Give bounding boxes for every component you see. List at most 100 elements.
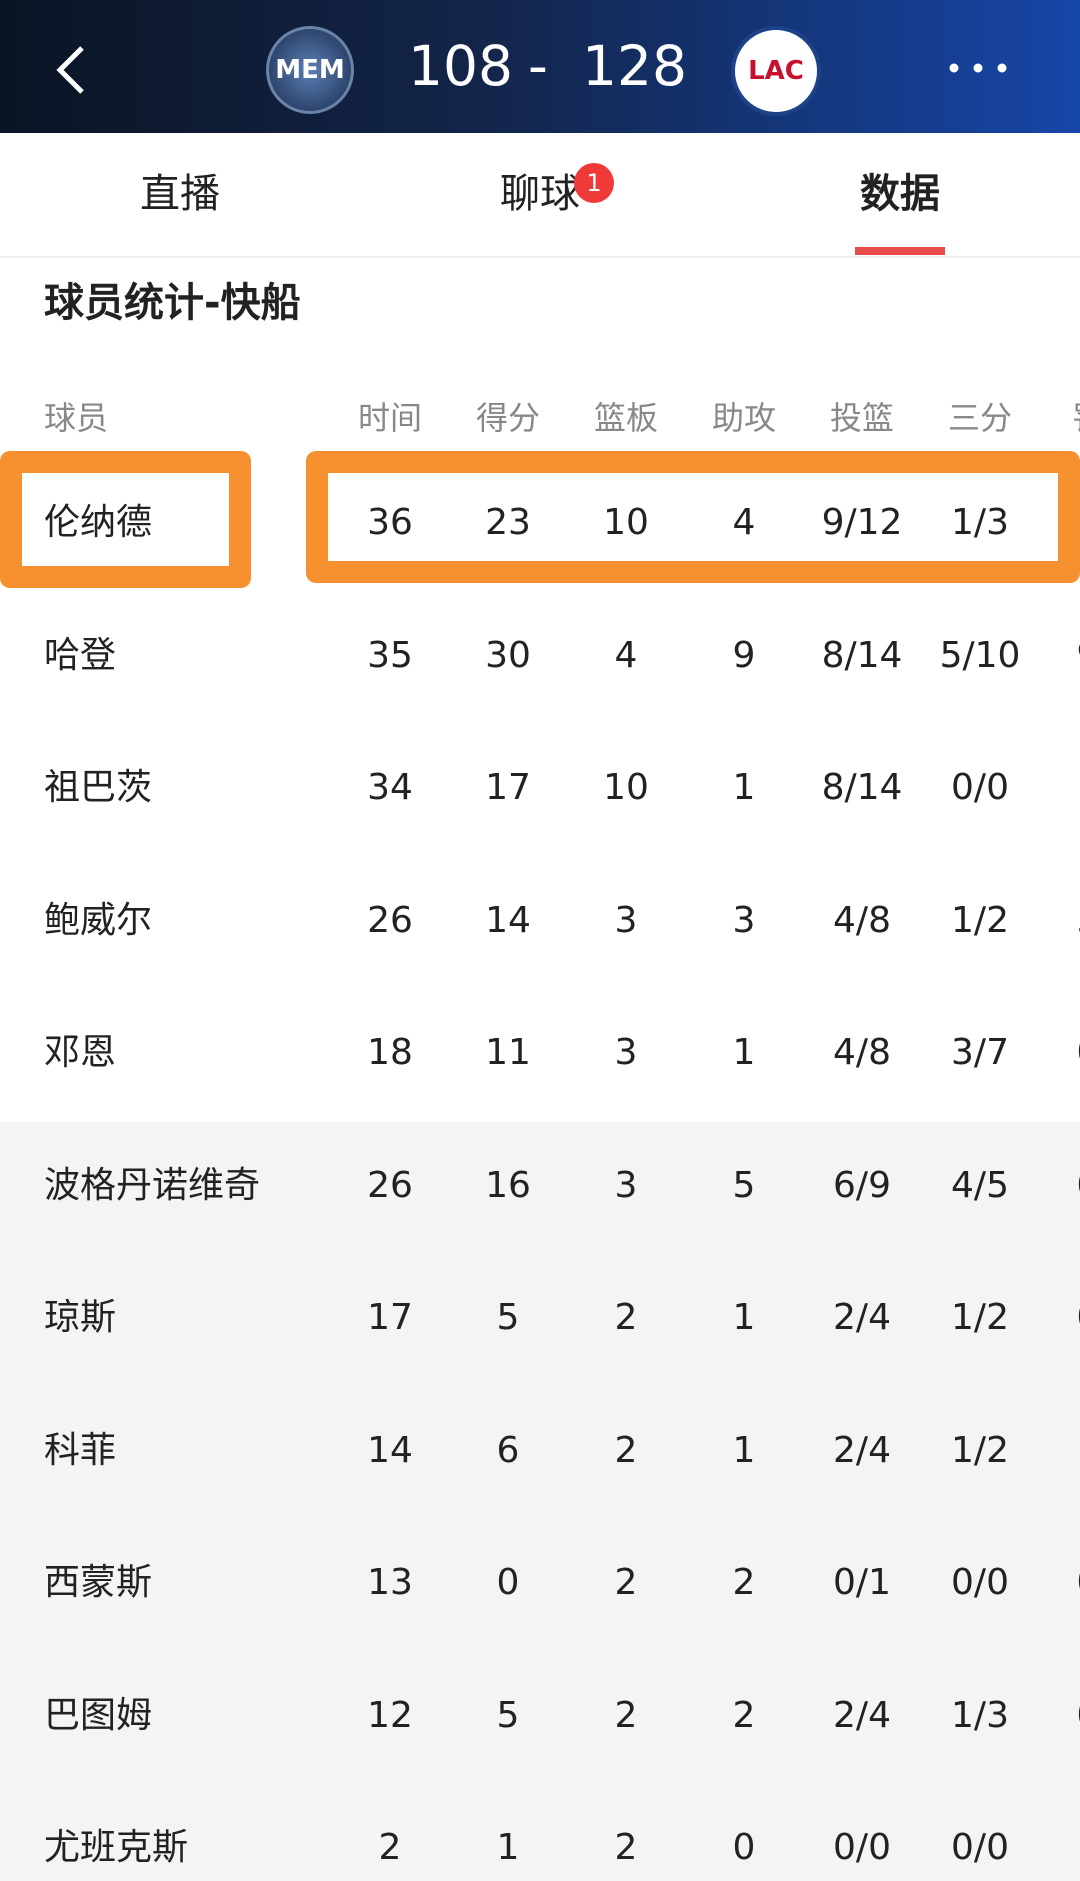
stat-cell: 2/4	[833, 1297, 891, 1338]
stat-cell: 0/0	[951, 1827, 1009, 1868]
stat-cell: 9/12	[821, 502, 903, 543]
home-logo[interactable]: MEM	[266, 26, 354, 114]
tab-bar: 直播 聊球 1 数据	[0, 133, 1080, 258]
stat-cell: 4/5	[951, 1164, 1009, 1206]
stat-cell: 10	[603, 502, 649, 543]
stat-cell: 1/3	[951, 1694, 1009, 1736]
stat-cell: 3	[614, 1032, 638, 1073]
stat-cell: 0	[1028, 1558, 1080, 1608]
home-score: 108	[408, 34, 513, 98]
stat-cell: 2	[614, 1694, 638, 1736]
player-name: 祖巴茨	[44, 767, 153, 808]
player-name: 琼斯	[44, 1297, 117, 1338]
stat-cell: 8/14	[821, 767, 903, 808]
tab[interactable]: 数据	[860, 171, 940, 217]
stat-cell: 12	[367, 1694, 413, 1736]
column-header: 球员	[44, 399, 109, 437]
stat-cell: 2	[614, 1297, 638, 1338]
stat-cell: 10	[603, 767, 649, 808]
stat-cell: 8/14	[821, 634, 903, 676]
stat-cell: 18	[367, 1032, 413, 1073]
player-name: 西蒙斯	[44, 1562, 153, 1603]
player-name: 科菲	[44, 1429, 117, 1471]
stat-cell: 4	[614, 634, 638, 676]
stat-cell: 3	[614, 1164, 638, 1206]
stat-cell: 1	[1028, 1823, 1080, 1873]
stat-cell: 1	[732, 1032, 756, 1073]
away-logo[interactable]: LAC	[731, 26, 821, 116]
stat-cell: 2	[378, 1827, 402, 1868]
stat-cell: 0/0	[951, 767, 1009, 808]
stat-cell: 2/4	[833, 1694, 891, 1736]
stat-cell: 1/2	[951, 1297, 1009, 1338]
column-header: 罚	[1028, 393, 1080, 443]
stat-cell: 5	[1028, 896, 1080, 946]
bench-background	[0, 1122, 1080, 1881]
stat-cell: 2/4	[833, 1429, 891, 1471]
stat-cell: 5	[732, 1164, 756, 1206]
stat-cell: 3	[732, 899, 756, 941]
stat-cell: 6	[496, 1429, 520, 1471]
highlight-box	[306, 451, 1080, 583]
stat-cell: 5/10	[939, 634, 1021, 676]
player-name: 伦纳德	[44, 502, 153, 543]
player-name: 鲍威尔	[44, 899, 153, 941]
stat-cell: 14	[367, 1429, 413, 1471]
player-name: 巴图姆	[44, 1694, 153, 1736]
stat-cell: 0	[1028, 1161, 1080, 1211]
stat-cell: 1	[732, 767, 756, 808]
stat-cell: 1	[1028, 1426, 1080, 1476]
tab[interactable]: 聊球	[500, 171, 580, 217]
stat-cell: 16	[485, 1164, 531, 1206]
back-button[interactable]	[52, 44, 88, 96]
stat-cell: 11	[485, 1032, 531, 1073]
stat-cell: 0	[1028, 1293, 1080, 1343]
stat-cell: 1/2	[951, 1429, 1009, 1471]
stat-cell: 34	[367, 767, 413, 808]
column-header: 时间	[357, 399, 422, 437]
stat-cell: 13	[367, 1562, 413, 1603]
stat-cell: 9	[732, 634, 756, 676]
header: MEM 108 - 128 LAC	[0, 0, 1080, 133]
player-name: 波格丹诺维奇	[44, 1164, 261, 1206]
stat-cell: 35	[367, 634, 413, 676]
stat-cell: 1	[496, 1827, 520, 1868]
highlight-box	[0, 451, 251, 588]
stat-cell: 23	[485, 502, 531, 543]
stat-cell: 0	[1028, 1028, 1080, 1078]
away-score: 128	[582, 34, 687, 98]
stat-cell: 3	[614, 899, 638, 941]
tab[interactable]: 直播	[140, 171, 220, 217]
stat-cell: 1/2	[951, 899, 1009, 941]
stat-cell: 2	[732, 1694, 756, 1736]
stat-cell: 4	[732, 502, 756, 543]
stat-cell: 1	[1028, 763, 1080, 813]
stat-cell: 3/7	[951, 1032, 1009, 1073]
column-header: 投篮	[829, 399, 894, 437]
stat-cell: 5	[496, 1297, 520, 1338]
score-separator: -	[528, 34, 548, 98]
stat-cell: 0	[496, 1562, 520, 1603]
stat-cell: 0/0	[833, 1827, 891, 1868]
stat-cell: 0	[1028, 1691, 1080, 1741]
stat-cell: 2	[614, 1562, 638, 1603]
stat-cell: 30	[485, 634, 531, 676]
stat-cell: 14	[485, 899, 531, 941]
more-button[interactable]	[948, 62, 1008, 74]
player-name: 尤班克斯	[44, 1827, 189, 1868]
stat-cell: 1/3	[951, 502, 1009, 543]
stat-cell: 1	[732, 1429, 756, 1471]
stat-cell: 2	[614, 1827, 638, 1868]
stat-cell: 26	[367, 899, 413, 941]
column-header: 得分	[475, 399, 540, 437]
stat-cell: 9	[1028, 631, 1080, 681]
stat-cell: 36	[367, 502, 413, 543]
stat-cell: 5	[496, 1694, 520, 1736]
column-header: 助攻	[711, 399, 776, 437]
stat-cell: 4/8	[833, 1032, 891, 1073]
stat-cell: 1	[732, 1297, 756, 1338]
stat-cell: 17	[367, 1297, 413, 1338]
player-name: 哈登	[44, 634, 117, 676]
stat-cell: 2	[614, 1429, 638, 1471]
column-header: 三分	[947, 399, 1012, 437]
